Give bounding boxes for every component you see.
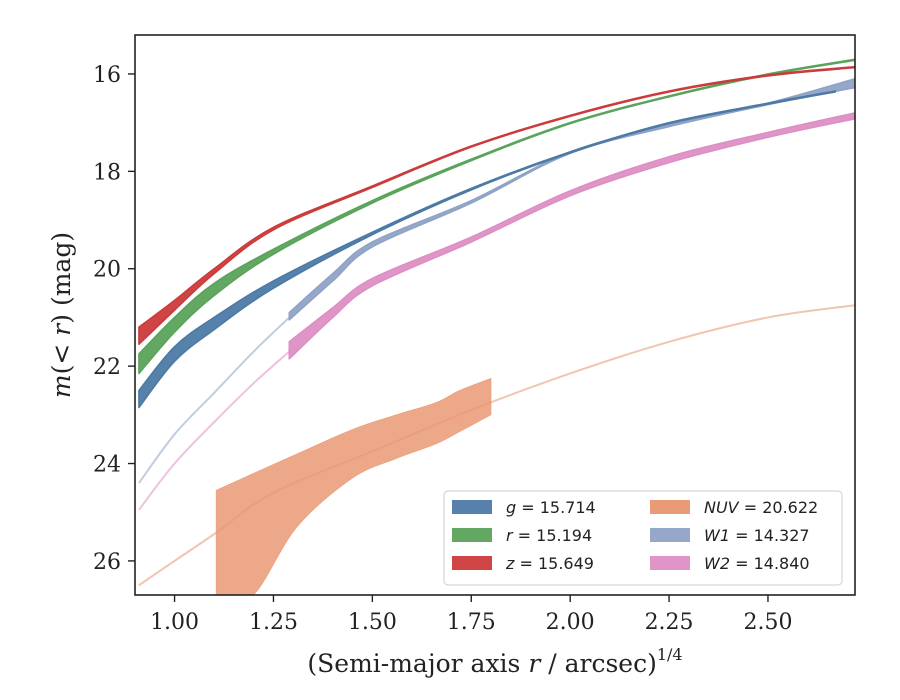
series-nuv-band bbox=[215, 378, 492, 595]
x-tick-label: 1.50 bbox=[348, 610, 397, 635]
y-tick-label: 18 bbox=[93, 160, 121, 185]
y-tick-label: 26 bbox=[93, 550, 121, 575]
x-tick-label: 2.00 bbox=[546, 610, 595, 635]
y-axis-label-mid: (< bbox=[47, 336, 76, 375]
x-axis-label-exp: 1/4 bbox=[657, 645, 683, 664]
legend: g = 15.714 r = 15.194 z = 15.649 NUV = 20.6… bbox=[443, 490, 843, 586]
series-z-band bbox=[138, 65, 855, 346]
x-axis-label-var: r bbox=[528, 649, 542, 678]
series-layer bbox=[138, 58, 855, 595]
x-tick-label: 2.50 bbox=[743, 610, 792, 635]
x-axis-label-pre: (Semi-major axis bbox=[307, 649, 528, 678]
x-tick-label: 2.25 bbox=[645, 610, 694, 635]
plot-frame bbox=[134, 34, 856, 596]
series-g-band bbox=[138, 90, 837, 409]
legend-label-w1: W1 = 14.327 bbox=[704, 526, 810, 545]
y-axis-label-var: m bbox=[47, 374, 76, 398]
legend-swatch-g bbox=[452, 500, 492, 514]
legend-swatch-w2 bbox=[650, 556, 690, 570]
x-axis-label: (Semi-major axis r / arcsec)1/4 bbox=[307, 645, 682, 678]
y-tick-label: 20 bbox=[93, 258, 121, 283]
legend-label-nuv: NUV = 20.622 bbox=[704, 498, 818, 517]
legend-swatch-w1 bbox=[650, 528, 690, 542]
series-w2-extrapolation-line bbox=[138, 350, 290, 511]
x-tick-label: 1.00 bbox=[150, 610, 199, 635]
y-axis-label-post: ) (mag) bbox=[47, 232, 76, 324]
y-axis-label-var2: r bbox=[47, 322, 76, 336]
y-tick-label: 24 bbox=[93, 453, 121, 478]
y-axis-label: m(< r) (mag) bbox=[47, 232, 76, 398]
legend-label-r: r = 15.194 bbox=[506, 526, 592, 545]
series-w1-extrapolation-line bbox=[138, 316, 290, 484]
x-tick-label: 1.25 bbox=[249, 610, 298, 635]
y-tick-label: 22 bbox=[93, 355, 121, 380]
x-axis-label-post: / arcsec) bbox=[540, 649, 657, 678]
x-tick-label: 1.75 bbox=[447, 610, 496, 635]
legend-swatch-r bbox=[452, 528, 492, 542]
ticks-layer: 1.00 1.25 1.50 1.75 2.00 2.25 2.50 16 18 20 22 24 26 bbox=[93, 63, 792, 635]
y-tick-label: 16 bbox=[93, 63, 121, 88]
series-w2-band bbox=[288, 112, 855, 360]
legend-swatch-nuv bbox=[650, 500, 690, 514]
series-r-band bbox=[138, 58, 855, 375]
legend-label-w2: W2 = 14.840 bbox=[704, 554, 810, 573]
legend-label-z: z = 15.649 bbox=[505, 554, 594, 573]
legend-swatch-z bbox=[452, 556, 492, 570]
legend-box bbox=[443, 490, 843, 586]
legend-label-g: g = 15.714 bbox=[506, 498, 596, 517]
series-w1-band bbox=[288, 78, 855, 321]
